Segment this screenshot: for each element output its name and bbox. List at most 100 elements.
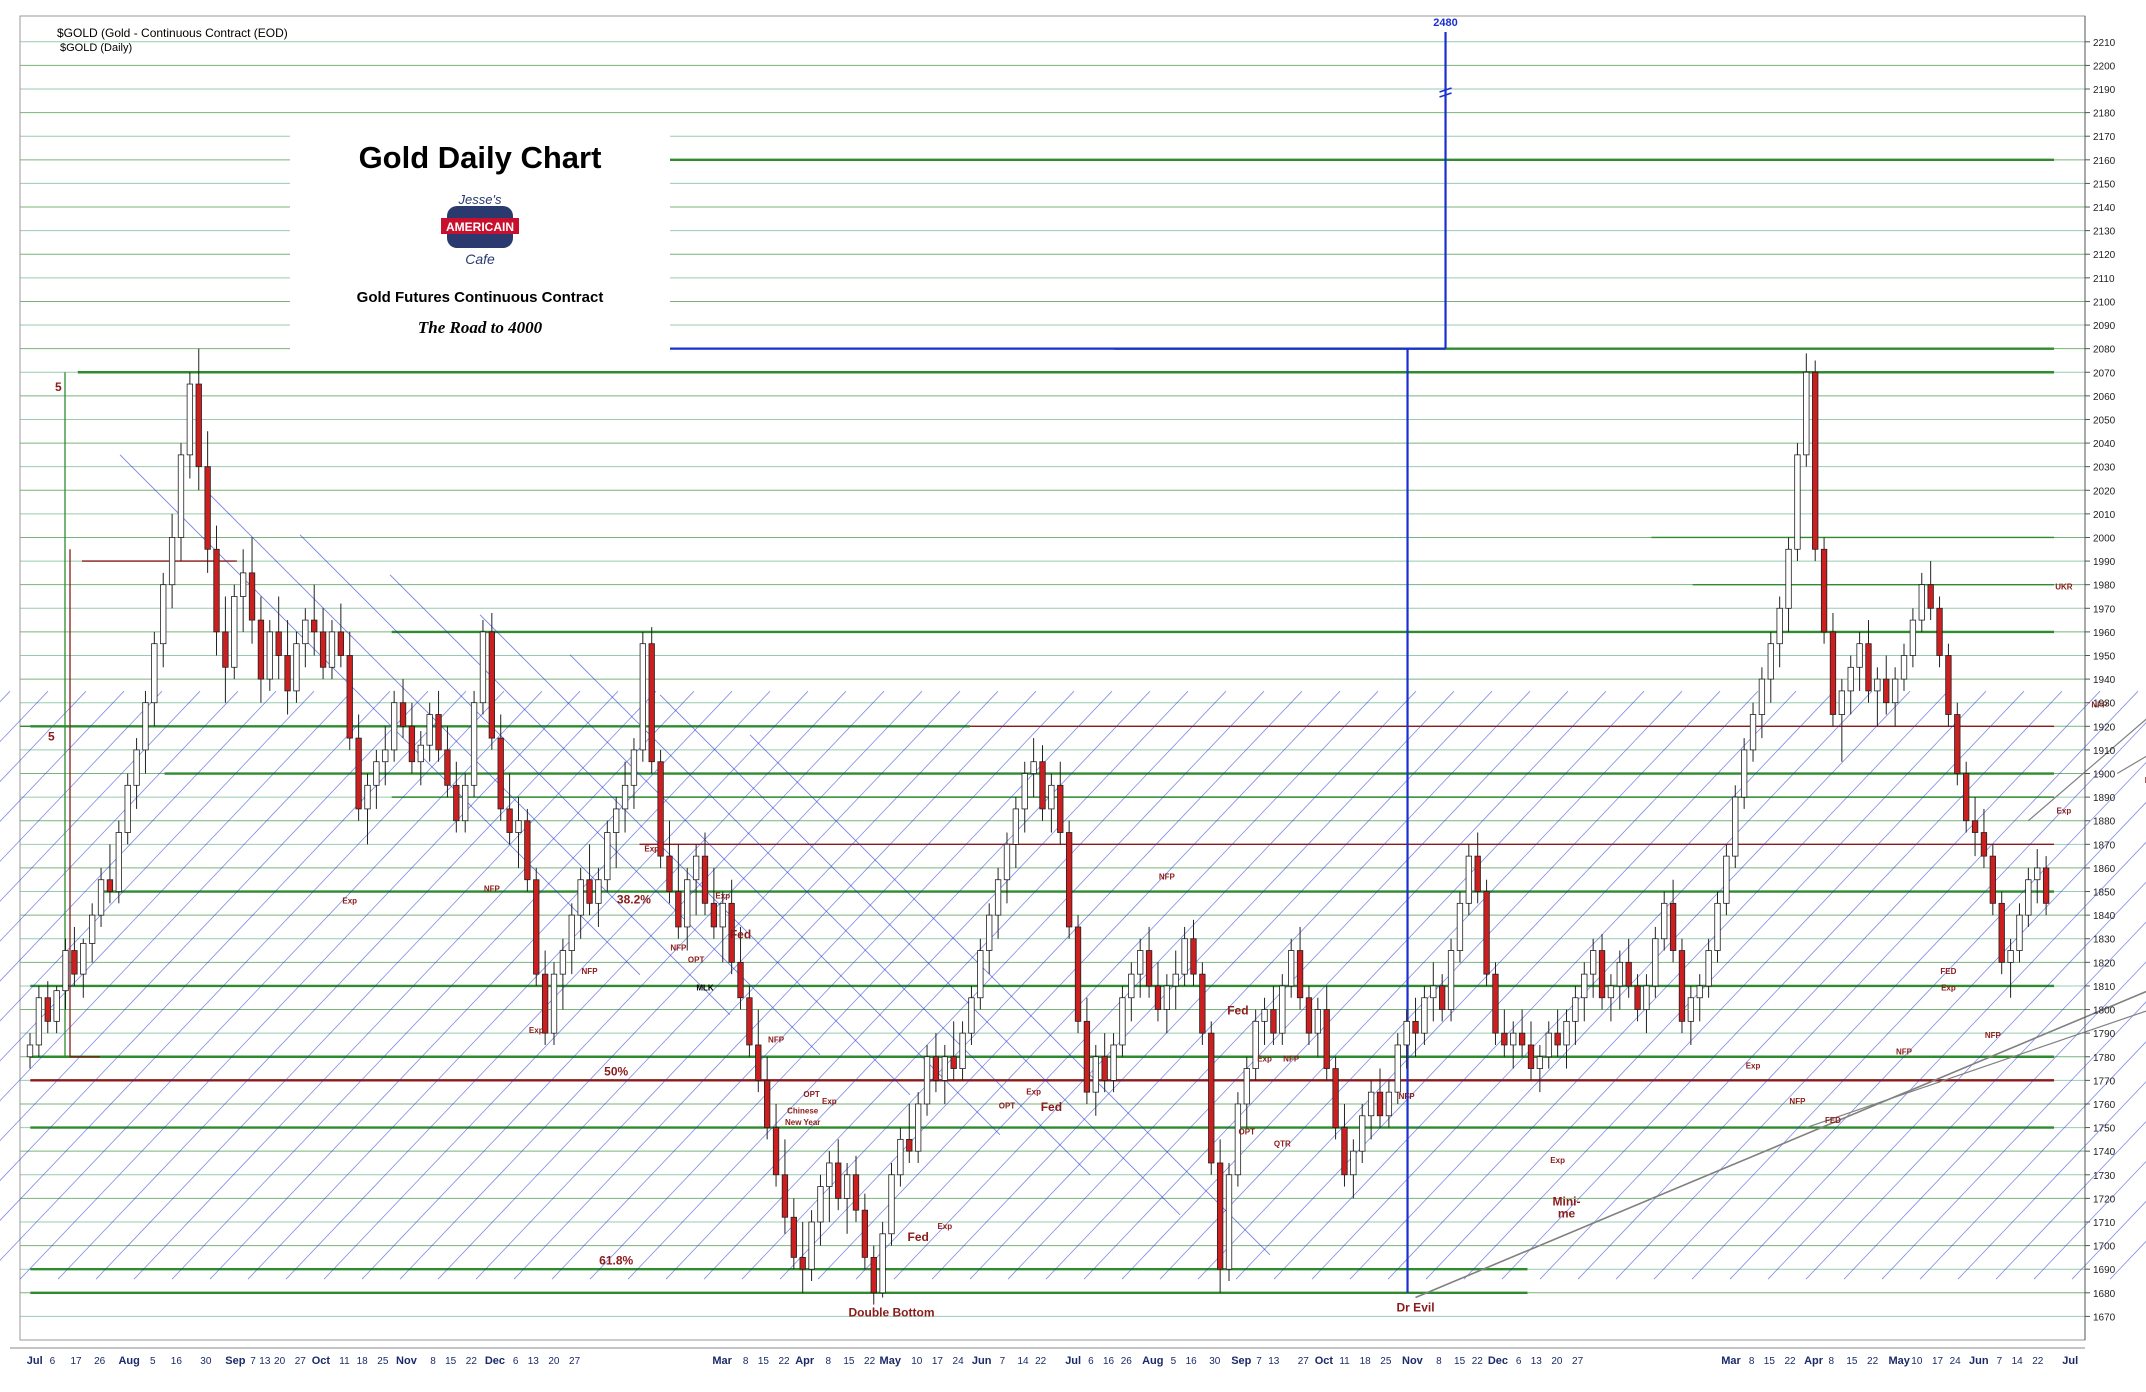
x-tick-label: Nov (1402, 1355, 1424, 1367)
event-annotation: Chinese (787, 1106, 819, 1115)
y-tick-label: 1850 (2093, 888, 2116, 899)
candle-down (835, 1162, 842, 1199)
candle-down (1492, 973, 1499, 1034)
candle-up (1856, 643, 1863, 668)
candle-up (1430, 985, 1437, 999)
channel-line (1615, 722, 2146, 1280)
candle-down (248, 572, 256, 621)
x-tick-label: 25 (377, 1356, 389, 1367)
channel-line (1463, 690, 2025, 1280)
event-annotation: NFP (484, 885, 501, 894)
candle-up (160, 584, 167, 645)
candle-down (1199, 973, 1206, 1034)
candle-up (692, 855, 700, 881)
event-annotation: me (1558, 1206, 1576, 1220)
y-tick-label: 2120 (2093, 250, 2116, 261)
channel-line (1159, 690, 1721, 1280)
candle-down (541, 973, 549, 1034)
candle-up (968, 997, 975, 1034)
y-tick-label: 1900 (2093, 770, 2116, 781)
candle-up (1252, 1020, 1259, 1069)
trend-line (1806, 1010, 2146, 1129)
candle-up (373, 761, 380, 786)
y-tick-label: 2070 (2093, 368, 2116, 379)
y-tick-label: 1820 (2093, 958, 2116, 969)
candle-up (630, 749, 638, 786)
candle-up (1643, 985, 1650, 1010)
y-tick-label: 1800 (2093, 1006, 2116, 1017)
event-annotation: Exp (715, 892, 730, 901)
candle-down (257, 619, 265, 680)
candle-up (1581, 973, 1588, 999)
candle-down (1154, 985, 1162, 1010)
candle-up (817, 1186, 824, 1223)
candle-down (1296, 950, 1304, 999)
candle-down (746, 997, 753, 1046)
candle-up (1394, 1044, 1401, 1093)
channel-line (0, 690, 125, 822)
candle-up (1447, 950, 1455, 1010)
x-tick-label: 22 (466, 1356, 478, 1367)
candle-down (710, 902, 718, 928)
candle-up (390, 702, 398, 751)
event-annotation: Exp (937, 1222, 952, 1231)
y-tick-label: 1910 (2093, 746, 2116, 757)
candle-up (479, 631, 487, 704)
x-tick-label: 22 (1784, 1356, 1796, 1367)
channel-line (2033, 1161, 2146, 1280)
chart-subtitle: Gold Futures Continuous Contract (356, 289, 604, 306)
candle-down (1083, 1020, 1091, 1093)
x-tick-label: 5 (150, 1356, 156, 1367)
channel-line (1539, 690, 2101, 1280)
candle-down (1945, 655, 1952, 715)
event-annotation: OPT (999, 1102, 1016, 1111)
candle-down (1527, 1044, 1535, 1069)
candle-up (1661, 902, 1668, 940)
channel-line (0, 690, 277, 982)
candle-up (1465, 855, 1472, 904)
candle-up (1536, 1056, 1544, 1069)
x-tick-label: 22 (1867, 1356, 1879, 1367)
candle-up (462, 784, 469, 822)
candle-up (1456, 902, 1464, 951)
channel-line-desc (749, 734, 1271, 1256)
candle-down (1998, 902, 2005, 963)
x-tick-label: 22 (778, 1356, 790, 1367)
candle-up (302, 619, 309, 645)
event-annotation: 61.8% (599, 1253, 633, 1267)
candle-up (515, 820, 522, 833)
candle-down (408, 725, 416, 763)
channel-line (665, 690, 1227, 1280)
candle-up (1714, 902, 1721, 951)
y-tick-label: 1870 (2093, 840, 2116, 851)
candle-down (1145, 950, 1153, 987)
candle-up (1261, 1009, 1268, 1022)
x-tick-label: Oct (1315, 1355, 1334, 1367)
channel-line (1083, 690, 1645, 1280)
event-annotation: Fed (1041, 1100, 1062, 1114)
candle-down (213, 548, 220, 633)
x-tick-label: 17 (1932, 1356, 1944, 1367)
candle-up (1359, 1115, 1366, 1152)
channel-line (0, 690, 353, 1062)
candle-down (1332, 1068, 1339, 1128)
candle-up (80, 943, 87, 975)
x-tick-label: 7 (1000, 1356, 1006, 1367)
channel-line (1577, 690, 2139, 1280)
channel-line (1805, 921, 2146, 1280)
candle-up (328, 631, 336, 668)
x-tick-label: May (880, 1355, 902, 1367)
x-tick-label: 15 (445, 1356, 457, 1367)
trend-line (2027, 718, 2146, 822)
candle-up (843, 1174, 851, 1199)
annotations: ExpNFPExpNFP38.2%ExpNFPOPTMLKExpFedNFPOP… (342, 582, 2146, 1319)
candle-down (1678, 950, 1686, 1022)
candle-up (897, 1138, 904, 1176)
y-tick-label: 1830 (2093, 935, 2116, 946)
candle-up (1288, 950, 1295, 987)
x-tick-label: 27 (1298, 1356, 1310, 1367)
candle-up (1740, 749, 1748, 798)
candle-up (133, 749, 140, 786)
channel-line (779, 690, 1341, 1280)
